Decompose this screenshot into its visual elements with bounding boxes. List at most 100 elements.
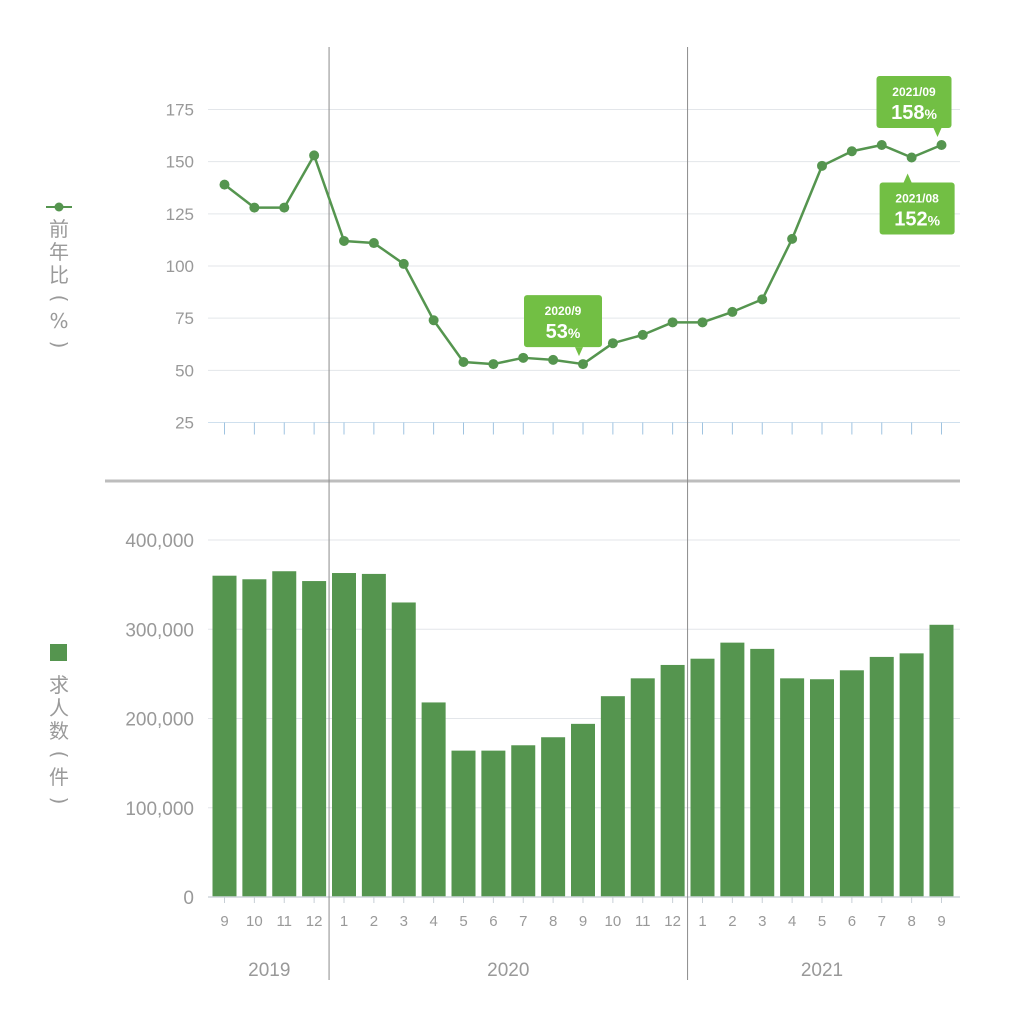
line-point <box>249 202 260 213</box>
line-point <box>637 329 648 340</box>
bar <box>750 648 775 897</box>
callout-title: 2021/08 <box>895 191 939 205</box>
bar <box>869 656 894 897</box>
callout: 2020/9 53% <box>524 295 602 357</box>
line-point <box>548 354 559 365</box>
line-point <box>518 352 529 363</box>
x-tick-label: 7 <box>878 913 886 930</box>
x-tick-label: 9 <box>937 913 945 930</box>
line-point <box>368 238 379 249</box>
line-point <box>279 202 290 213</box>
x-tick-label: 3 <box>400 913 408 930</box>
x-tick-label: 1 <box>340 913 348 930</box>
callout: 2021/08 152% <box>879 173 955 235</box>
x-tick-label: 8 <box>549 913 557 930</box>
x-tick-label: 12 <box>664 913 681 930</box>
x-tick-label: 6 <box>489 913 497 930</box>
x-tick-label: 5 <box>818 913 826 930</box>
x-tick-label: 5 <box>459 913 467 930</box>
line-point <box>578 359 588 370</box>
bar <box>511 745 536 897</box>
bar <box>660 664 685 897</box>
callout-value: 158% <box>891 102 937 124</box>
line-y-tick-label: 175 <box>166 101 194 120</box>
callout-pointer <box>575 347 583 357</box>
x-tick-label: 2 <box>728 913 736 930</box>
x-tick-label: 9 <box>220 913 228 930</box>
line-y-tick-label: 50 <box>175 361 194 380</box>
bar <box>600 696 625 897</box>
bar <box>481 750 506 897</box>
bar <box>541 737 566 897</box>
x-tick-label: 11 <box>635 913 651 930</box>
x-tick-label: 11 <box>276 913 292 930</box>
bar <box>929 624 954 897</box>
x-tick-label: 2 <box>370 913 378 930</box>
year-label: 2021 <box>801 960 843 981</box>
bar <box>899 653 924 897</box>
bar-y-tick-label: 400,000 <box>125 531 194 552</box>
line-point <box>876 139 887 150</box>
bar <box>421 702 446 897</box>
bar <box>391 602 416 897</box>
line-point <box>817 160 827 171</box>
x-tick-label: 7 <box>519 913 527 930</box>
bar <box>571 723 595 897</box>
bar-legend-marker <box>50 644 67 661</box>
x-tick-label: 9 <box>579 913 587 930</box>
callout-title: 2020/9 <box>545 304 582 318</box>
line-point <box>936 139 947 150</box>
line-point <box>667 317 678 328</box>
bar <box>332 573 356 897</box>
line-y-axis-label: 前年比(%) <box>46 200 72 356</box>
line-point <box>458 356 469 367</box>
callout-title: 2021/09 <box>892 85 936 99</box>
x-tick-label: 8 <box>907 913 915 930</box>
line-point <box>219 179 230 190</box>
bar <box>780 678 805 897</box>
line-point <box>428 315 439 326</box>
callout-value: 152% <box>894 208 940 230</box>
line-y-tick-label: 75 <box>175 309 194 328</box>
callout-box <box>524 295 602 348</box>
x-tick-label: 10 <box>246 913 263 930</box>
bar <box>451 750 476 897</box>
x-tick-label: 1 <box>698 913 706 930</box>
bar <box>630 678 655 897</box>
callout-pointer <box>933 127 942 137</box>
callout-box <box>876 75 952 128</box>
line-y-axis-label-text: 前年比(%) <box>47 217 72 349</box>
bar-y-tick-label: 300,000 <box>125 620 194 641</box>
bar-y-axis-label-text: 求人数(件) <box>47 673 72 805</box>
bar-y-tick-label: 0 <box>183 888 194 909</box>
callout-value: 53% <box>546 321 581 343</box>
line-y-tick-label: 25 <box>175 414 194 433</box>
bar <box>302 581 327 897</box>
x-tick-label: 4 <box>429 913 437 930</box>
x-tick-label: 12 <box>306 913 323 930</box>
line-point <box>398 258 409 269</box>
line-point <box>727 306 738 317</box>
bar <box>361 573 386 897</box>
bar <box>810 679 834 897</box>
line-y-tick-label: 150 <box>166 153 194 172</box>
year-label: 2019 <box>248 960 290 981</box>
line-point <box>339 235 349 246</box>
line-point <box>787 233 798 244</box>
bar <box>242 579 267 897</box>
line-point <box>906 152 917 163</box>
bar <box>272 571 297 897</box>
year-label: 2020 <box>487 960 529 981</box>
line-point <box>697 317 708 328</box>
line-point <box>757 294 768 305</box>
line-point <box>309 150 320 161</box>
bar <box>720 642 745 897</box>
bar <box>212 575 237 897</box>
bar <box>690 658 715 897</box>
bar <box>839 670 864 897</box>
line-point <box>846 146 857 157</box>
callout-pointer <box>903 173 912 183</box>
x-tick-label: 4 <box>788 913 796 930</box>
line-y-tick-label: 100 <box>166 257 194 276</box>
